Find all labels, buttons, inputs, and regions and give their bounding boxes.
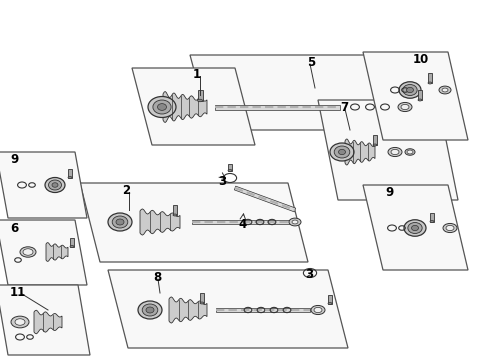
Polygon shape bbox=[80, 183, 308, 262]
Text: 8: 8 bbox=[153, 271, 161, 284]
Ellipse shape bbox=[408, 222, 422, 234]
Polygon shape bbox=[46, 243, 68, 261]
Polygon shape bbox=[215, 104, 340, 109]
Ellipse shape bbox=[428, 82, 432, 84]
Polygon shape bbox=[200, 293, 204, 303]
Polygon shape bbox=[0, 220, 87, 285]
Ellipse shape bbox=[153, 100, 171, 114]
Ellipse shape bbox=[443, 224, 457, 233]
Polygon shape bbox=[169, 297, 207, 323]
Ellipse shape bbox=[23, 249, 33, 255]
Ellipse shape bbox=[70, 246, 74, 248]
Text: 1: 1 bbox=[193, 68, 201, 81]
Ellipse shape bbox=[228, 170, 232, 171]
Ellipse shape bbox=[15, 319, 25, 325]
Ellipse shape bbox=[334, 146, 350, 158]
Text: 7: 7 bbox=[340, 101, 348, 114]
Ellipse shape bbox=[173, 214, 177, 216]
Ellipse shape bbox=[197, 99, 202, 102]
Ellipse shape bbox=[407, 87, 414, 93]
Ellipse shape bbox=[399, 82, 421, 98]
Ellipse shape bbox=[146, 307, 154, 313]
Polygon shape bbox=[363, 185, 468, 270]
Polygon shape bbox=[363, 52, 468, 140]
Polygon shape bbox=[345, 139, 375, 165]
Ellipse shape bbox=[116, 219, 124, 225]
Ellipse shape bbox=[200, 302, 204, 304]
Ellipse shape bbox=[418, 99, 422, 101]
Polygon shape bbox=[0, 152, 87, 218]
Ellipse shape bbox=[20, 247, 36, 257]
Ellipse shape bbox=[407, 150, 413, 154]
Polygon shape bbox=[328, 294, 332, 303]
Ellipse shape bbox=[398, 103, 412, 112]
Polygon shape bbox=[190, 55, 440, 130]
Polygon shape bbox=[34, 310, 62, 334]
Polygon shape bbox=[163, 91, 207, 122]
Polygon shape bbox=[0, 285, 90, 355]
Polygon shape bbox=[228, 163, 232, 171]
Ellipse shape bbox=[388, 148, 402, 157]
Text: 4: 4 bbox=[238, 218, 246, 231]
Polygon shape bbox=[192, 220, 290, 224]
Ellipse shape bbox=[292, 220, 298, 224]
Ellipse shape bbox=[430, 220, 434, 222]
Polygon shape bbox=[216, 308, 310, 312]
Ellipse shape bbox=[446, 225, 454, 231]
Ellipse shape bbox=[314, 307, 322, 312]
Polygon shape bbox=[418, 90, 422, 100]
Ellipse shape bbox=[373, 144, 377, 146]
Polygon shape bbox=[173, 205, 177, 215]
Ellipse shape bbox=[311, 305, 325, 315]
Text: 11: 11 bbox=[10, 286, 26, 299]
Text: 9: 9 bbox=[385, 186, 393, 199]
Polygon shape bbox=[430, 212, 434, 221]
Text: 10: 10 bbox=[413, 53, 429, 66]
Ellipse shape bbox=[68, 176, 72, 179]
Ellipse shape bbox=[339, 149, 345, 155]
Text: 2: 2 bbox=[122, 184, 130, 197]
Ellipse shape bbox=[112, 216, 128, 228]
Polygon shape bbox=[140, 209, 180, 235]
Ellipse shape bbox=[330, 143, 354, 161]
Polygon shape bbox=[70, 238, 74, 247]
Ellipse shape bbox=[439, 86, 451, 94]
Ellipse shape bbox=[45, 177, 65, 193]
Ellipse shape bbox=[328, 302, 332, 305]
Polygon shape bbox=[318, 100, 458, 200]
Text: 3: 3 bbox=[305, 268, 313, 281]
Ellipse shape bbox=[108, 213, 132, 231]
Text: 9: 9 bbox=[10, 153, 18, 166]
Ellipse shape bbox=[405, 149, 415, 155]
Ellipse shape bbox=[403, 85, 417, 95]
Text: 5: 5 bbox=[307, 56, 315, 69]
Ellipse shape bbox=[49, 180, 62, 190]
Ellipse shape bbox=[11, 316, 29, 328]
Ellipse shape bbox=[289, 218, 301, 226]
Ellipse shape bbox=[138, 301, 162, 319]
Ellipse shape bbox=[404, 220, 426, 236]
Polygon shape bbox=[373, 135, 377, 145]
Polygon shape bbox=[197, 90, 202, 100]
Ellipse shape bbox=[148, 96, 176, 117]
Ellipse shape bbox=[401, 104, 409, 109]
Text: 3: 3 bbox=[218, 175, 226, 188]
Ellipse shape bbox=[142, 304, 158, 316]
Polygon shape bbox=[132, 68, 255, 145]
Ellipse shape bbox=[391, 149, 399, 154]
Polygon shape bbox=[68, 168, 72, 177]
Polygon shape bbox=[234, 186, 295, 212]
Polygon shape bbox=[108, 270, 348, 348]
Ellipse shape bbox=[412, 225, 418, 231]
Ellipse shape bbox=[157, 104, 167, 111]
Text: 6: 6 bbox=[10, 222, 18, 235]
Ellipse shape bbox=[52, 183, 58, 187]
Polygon shape bbox=[428, 73, 432, 83]
Ellipse shape bbox=[442, 88, 448, 92]
